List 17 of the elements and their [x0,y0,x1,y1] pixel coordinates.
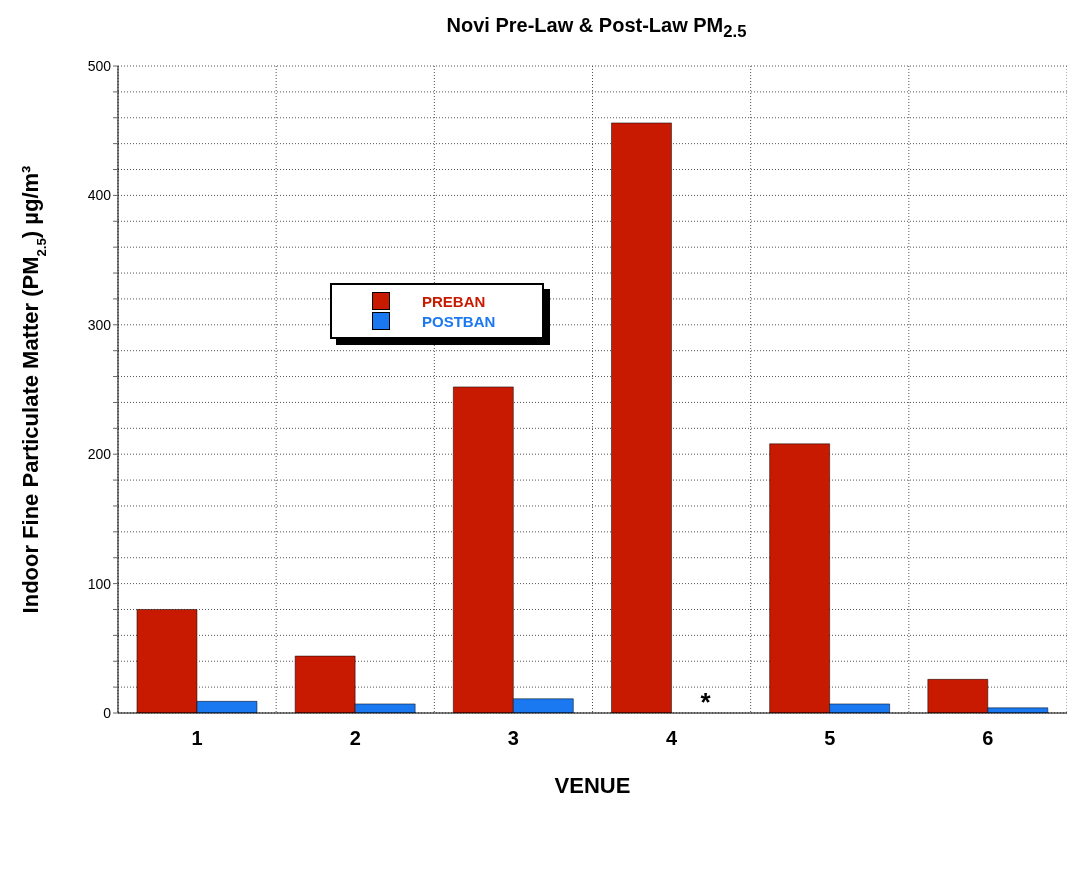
y-tick-label: 0 [103,704,112,721]
x-tick-label: 1 [191,727,203,750]
x-axis-title: VENUE [554,773,631,798]
x-tick-label: 5 [824,727,836,750]
legend-label: PREBAN [422,292,486,310]
y-tick-label: 500 [87,57,112,74]
y-tick-label: 200 [87,446,112,463]
annotation: * [700,687,712,717]
y-tick-label: 300 [87,316,112,333]
x-tick-label: 2 [349,727,361,750]
y-tick-label: 100 [87,575,112,592]
x-tick-label: 4 [666,727,679,750]
legend-label: POSTBAN [422,312,496,330]
chart-title: Novi Pre-Law & Post-Law PM$_{2.5}$ [445,14,748,42]
y-tick-label: 400 [87,187,112,204]
x-tick-label: 3 [507,727,519,750]
x-tick-label: 6 [982,727,994,750]
